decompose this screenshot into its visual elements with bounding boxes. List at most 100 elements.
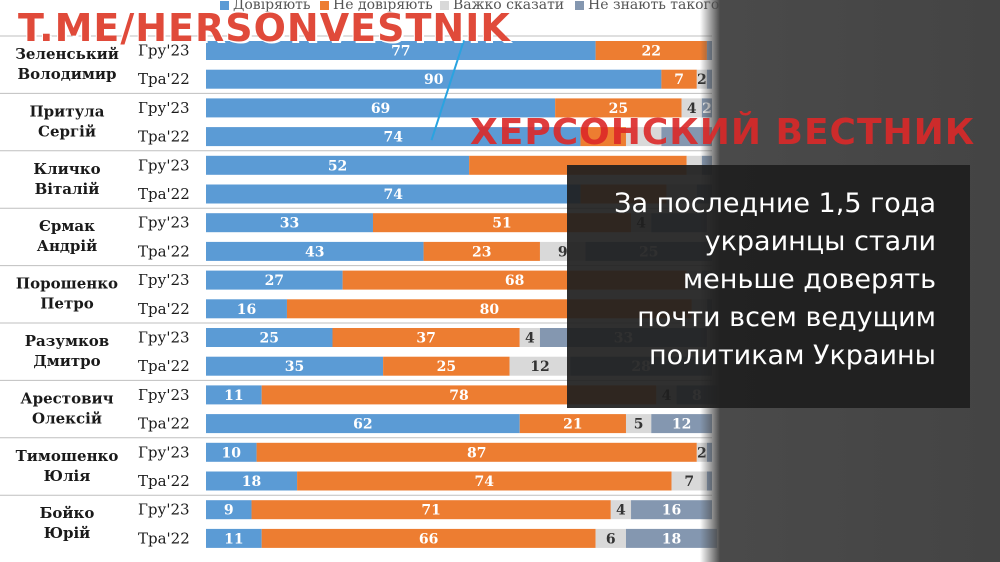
candidate-name: Притула Сергій — [30, 102, 105, 140]
bar-value-label: 11 — [224, 388, 243, 404]
bar-value-label: 7 — [684, 474, 694, 490]
bar-segment — [206, 270, 343, 290]
bar-segment — [519, 414, 626, 434]
caption-line: меньше доверять — [682, 264, 936, 295]
legend-swatch — [440, 0, 449, 10]
bar-value-label: 43 — [305, 244, 324, 260]
caption-line: политикам Украины — [648, 340, 936, 371]
period-label: Тра'22 — [138, 185, 190, 203]
bar-segment — [206, 241, 424, 261]
bar-segment — [519, 328, 540, 347]
bar-value-label: 74 — [475, 474, 495, 490]
bar-value-label: 33 — [280, 216, 299, 232]
period-label: Гру'23 — [138, 443, 190, 461]
bar-value-label: 69 — [371, 101, 390, 117]
legend-item: Не довіряють — [320, 0, 433, 13]
watermark-channel-logo: T.ME/HERSONVESTNIK — [18, 6, 511, 50]
bar-segment — [555, 98, 682, 118]
period-label: Тра'22 — [138, 70, 190, 88]
period-label: Гру'23 — [138, 386, 190, 404]
candidate-name-part: Порошенко — [16, 275, 118, 293]
candidate-name-part: Арестович — [20, 389, 113, 407]
bar-segment — [509, 356, 571, 376]
candidate-name: Тимошенко Юлія — [16, 447, 119, 485]
candidate-name-part: Юрій — [44, 524, 91, 542]
candidate-name-part: Тимошенко — [16, 447, 119, 465]
period-label: Гру'23 — [138, 329, 190, 347]
legend-label: Довіряють — [233, 0, 311, 13]
bar-segment — [206, 184, 581, 204]
period-label: Тра'22 — [138, 357, 190, 375]
bar-segment — [261, 528, 596, 548]
period-label: Тра'22 — [138, 128, 190, 146]
candidate-name: Порошенко Петро — [16, 275, 118, 313]
bar-value-label: 18 — [662, 531, 681, 547]
bar-value-label: 80 — [480, 302, 500, 318]
bar-segment — [297, 471, 672, 491]
watermark-brand-logo: ХЕРСОНСКИЙ ВЕСТНИК — [470, 112, 976, 153]
legend-item: Не знають такого — [575, 0, 719, 13]
legend-swatch — [220, 0, 229, 10]
bar-value-label: 74 — [383, 130, 403, 146]
period-label: Гру'23 — [138, 99, 190, 117]
legend-label: Не довіряють — [333, 0, 433, 13]
bar-segment — [206, 213, 373, 233]
bar-segment — [661, 127, 712, 147]
bar-segment — [206, 471, 298, 491]
bar-value-label: 25 — [437, 359, 456, 375]
candidate-name-part: Зеленський — [15, 45, 119, 63]
bar-segment — [206, 528, 262, 548]
bar-value-label: 25 — [260, 331, 279, 347]
bar-segment — [206, 69, 662, 89]
bar-segment — [595, 41, 707, 60]
bar-segment — [206, 98, 556, 118]
candidate-name-part: Кличко — [33, 160, 100, 178]
bar-value-label: 21 — [563, 417, 582, 433]
candidate-name: Єрмак Андрій — [37, 217, 98, 255]
bar-value-label: 68 — [505, 273, 524, 289]
bar-segment — [651, 414, 712, 434]
bar-segment — [383, 356, 510, 376]
period-label: Гру'23 — [138, 42, 190, 60]
bar-segment — [423, 241, 540, 261]
legend-label: Не знають такого — [588, 0, 720, 13]
candidate-name-part: Юлія — [44, 467, 91, 485]
bar-value-label: 4 — [687, 101, 697, 117]
legend-item: Важко сказати — [440, 0, 564, 13]
bar-value-label: 37 — [416, 331, 435, 347]
candidate-name-part: Андрій — [37, 237, 98, 255]
candidate-name: Разумков Дмитро — [25, 332, 109, 370]
bar-segment — [251, 500, 611, 520]
bar-segment — [625, 528, 718, 548]
bar-value-label: 9 — [558, 244, 568, 260]
period-label: Тра'22 — [138, 242, 190, 260]
bar-segment — [372, 213, 632, 233]
period-label: Тра'22 — [138, 415, 190, 433]
bar-value-label: 12 — [530, 359, 549, 375]
period-label: Тра'22 — [138, 529, 190, 547]
bar-segment — [625, 127, 662, 147]
bar-segment — [206, 41, 596, 60]
bar-segment — [595, 528, 626, 548]
bar-segment — [206, 356, 384, 376]
candidate-name: Кличко Віталій — [33, 160, 100, 198]
candidate-name-part: Притула — [30, 102, 105, 120]
legend-swatch — [320, 0, 329, 10]
bar-segment — [256, 442, 697, 462]
bar-segment — [206, 155, 470, 175]
candidate-name-part: Олексій — [32, 409, 102, 427]
period-label: Гру'23 — [138, 156, 190, 174]
bar-segment — [580, 127, 626, 147]
period-label: Тра'22 — [138, 300, 190, 318]
period-label: Гру'23 — [138, 214, 190, 232]
bar-value-label: 78 — [449, 388, 468, 404]
bar-value-label: 5 — [634, 417, 644, 433]
caption-line: почти всем ведущим — [637, 302, 936, 333]
legend-item: Довіряють — [220, 0, 311, 13]
bar-value-label: 9 — [224, 503, 234, 519]
bar-value-label: 16 — [662, 503, 681, 519]
bar-value-label: 77 — [391, 44, 410, 60]
bar-value-label: 62 — [353, 417, 372, 433]
bar-value-label: 52 — [328, 158, 347, 174]
